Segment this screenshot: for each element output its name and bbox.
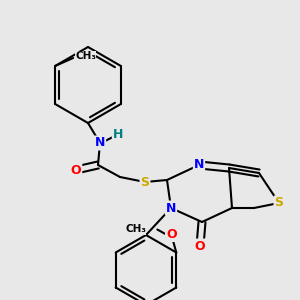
Text: N: N (95, 136, 105, 149)
Text: H: H (113, 128, 123, 142)
Text: O: O (195, 239, 205, 253)
Text: N: N (166, 202, 176, 214)
Text: N: N (194, 158, 204, 172)
Text: O: O (71, 164, 81, 176)
Text: S: S (140, 176, 149, 188)
Text: S: S (274, 196, 284, 209)
Text: CH₃: CH₃ (125, 224, 146, 235)
Text: O: O (166, 228, 177, 241)
Text: CH₃: CH₃ (75, 51, 96, 61)
